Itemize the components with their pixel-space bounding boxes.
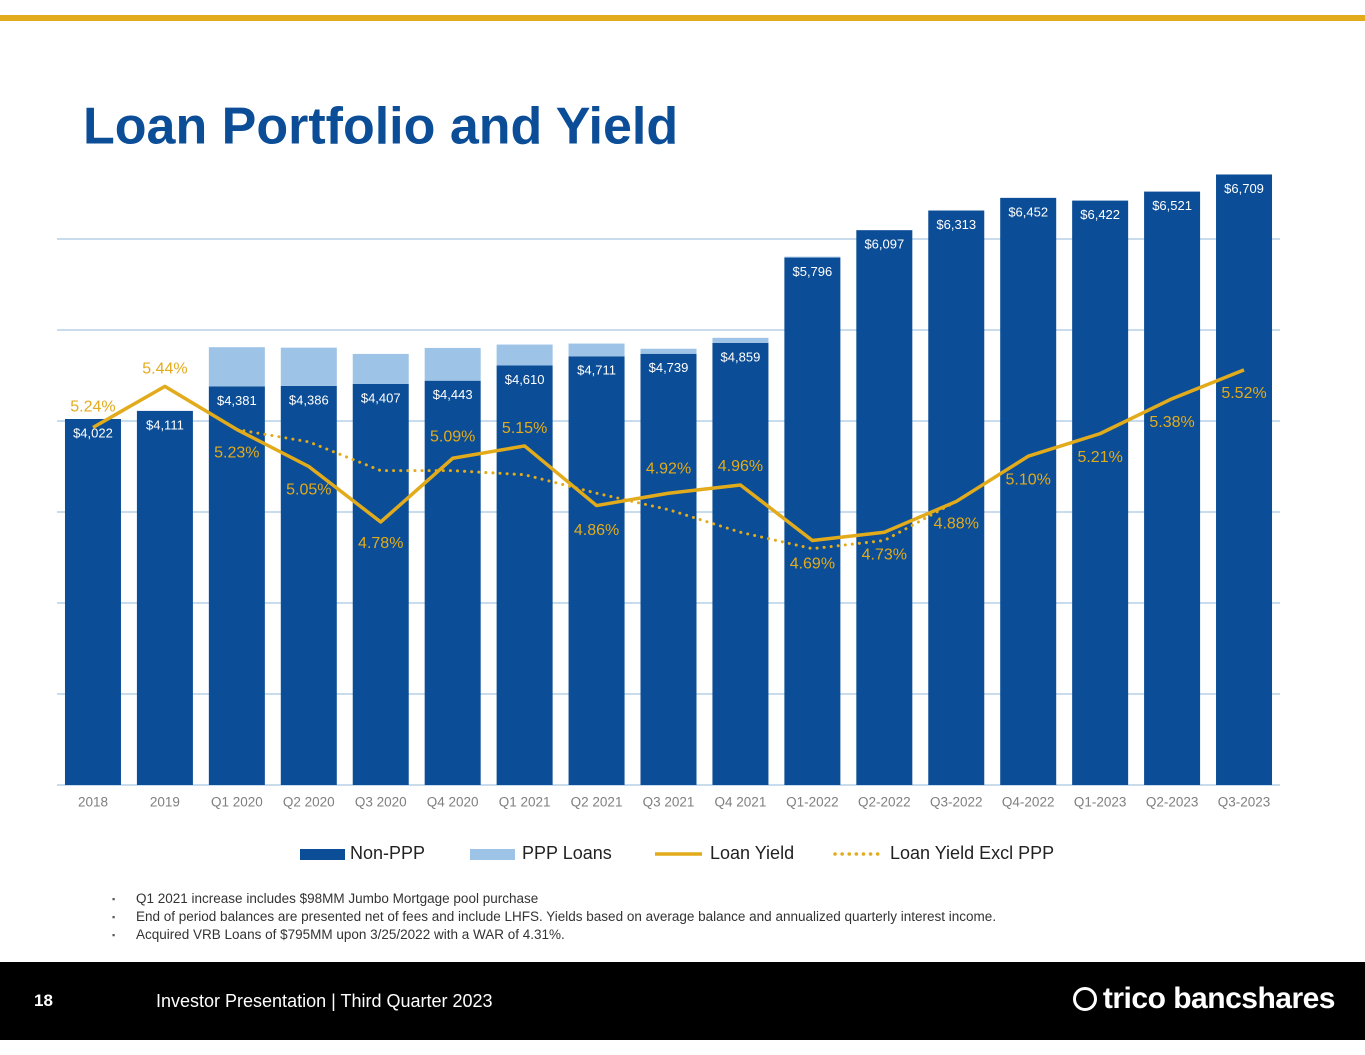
x-tick-label: Q1 2021 — [499, 795, 551, 810]
x-tick-label: Q1 2020 — [211, 795, 263, 810]
data-label: 4.69% — [790, 556, 835, 573]
data-label: $4,443 — [433, 387, 473, 402]
x-tick-label: Q4 2021 — [715, 795, 767, 810]
logo: trico bancshares — [1072, 982, 1336, 1016]
data-label: $4,381 — [217, 393, 257, 408]
data-label: $6,313 — [936, 217, 976, 232]
legend-label: Loan Yield — [710, 843, 794, 863]
footer-text: Investor Presentation | Third Quarter 20… — [156, 991, 493, 1011]
data-label: $4,386 — [289, 392, 329, 407]
data-label: 4.96% — [718, 458, 763, 475]
data-label: $4,022 — [73, 425, 113, 440]
bar — [136, 410, 193, 785]
notes: Q1 2021 increase includes $98MM Jumbo Mo… — [112, 890, 996, 944]
data-label: 4.86% — [574, 522, 619, 539]
bar — [784, 256, 841, 258]
bar — [712, 337, 769, 343]
page-number: 18 — [34, 991, 53, 1010]
x-tick-label: Q4 2020 — [427, 795, 479, 810]
x-tick-label: Q2-2023 — [1146, 795, 1199, 810]
x-tick-label: Q3-2023 — [1218, 795, 1271, 810]
bar — [352, 353, 409, 384]
data-label: 5.24% — [70, 399, 115, 416]
note: End of period balances are presented net… — [112, 908, 996, 926]
x-tick-label: 2018 — [78, 795, 108, 810]
bar — [1216, 174, 1273, 785]
x-tick-label: Q2 2020 — [283, 795, 335, 810]
bar — [496, 344, 553, 366]
data-label: $6,521 — [1152, 198, 1192, 213]
bar — [640, 348, 697, 354]
data-label: $5,796 — [792, 264, 832, 279]
legend-label: Non-PPP — [350, 843, 425, 863]
data-label: $4,859 — [721, 349, 761, 364]
x-tick-label: Q2 2021 — [571, 795, 623, 810]
bar — [496, 365, 553, 785]
x-tick-label: Q3 2021 — [643, 795, 695, 810]
chart: Loan Portfolio and Yield $4,022 2018 $4,11… — [0, 15, 1365, 863]
data-label: 4.73% — [862, 546, 907, 563]
x-tick-label: Q4-2022 — [1002, 795, 1055, 810]
data-label: 5.15% — [502, 420, 547, 437]
data-label: 5.05% — [286, 482, 331, 499]
data-label: $4,711 — [577, 363, 616, 378]
bar — [568, 356, 625, 785]
data-label: 4.78% — [358, 535, 403, 552]
data-label: 4.92% — [646, 460, 691, 477]
x-tick-label: Q3 2020 — [355, 795, 407, 810]
bar — [640, 353, 697, 785]
chart-title: Loan Portfolio and Yield — [83, 98, 678, 156]
data-label: 5.21% — [1077, 449, 1122, 466]
bar — [352, 383, 409, 785]
x-tick-label: Q3-2022 — [930, 795, 983, 810]
bar — [568, 343, 625, 357]
bar — [280, 385, 337, 785]
bar — [1000, 197, 1057, 786]
bar — [208, 386, 265, 785]
x-tick-label: 2019 — [150, 795, 180, 810]
legend-swatch — [470, 849, 515, 860]
top-rule — [0, 15, 1365, 21]
x-tick-label: Q1-2022 — [786, 795, 839, 810]
data-label: $6,422 — [1080, 207, 1120, 222]
line — [235, 428, 958, 551]
data-label: $4,610 — [505, 372, 545, 387]
note: Acquired VRB Loans of $795MM upon 3/25/2… — [112, 926, 996, 944]
data-label: 5.10% — [1006, 471, 1051, 488]
bar — [64, 418, 121, 785]
bar — [856, 230, 913, 786]
data-label: 4.88% — [934, 516, 979, 533]
data-label: 5.09% — [430, 428, 475, 445]
data-label: 5.38% — [1149, 414, 1194, 431]
data-label: 5.52% — [1221, 385, 1266, 402]
data-label: $6,097 — [864, 237, 904, 252]
bar — [1072, 200, 1129, 785]
bar — [712, 342, 769, 785]
legend-label: Loan Yield Excl PPP — [890, 843, 1054, 863]
data-label: $4,739 — [649, 360, 689, 375]
bar — [424, 347, 481, 381]
x-tick-label: Q1-2023 — [1074, 795, 1127, 810]
x-tick-label: Q2-2022 — [858, 795, 911, 810]
bar — [784, 257, 841, 786]
bar — [1144, 191, 1201, 786]
legend-swatch — [300, 849, 345, 860]
bar — [928, 210, 985, 786]
data-label: $6,709 — [1224, 181, 1264, 196]
logo-text: trico bancshares — [1102, 982, 1336, 1015]
line — [92, 368, 1245, 543]
data-label: 5.44% — [142, 361, 187, 378]
data-label: 5.23% — [214, 445, 259, 462]
legend-label: PPP Loans — [522, 843, 612, 863]
bar — [424, 380, 481, 785]
bar — [208, 347, 265, 387]
data-label: $4,111 — [146, 417, 184, 432]
data-label: $6,452 — [1008, 204, 1048, 219]
footer: 18 Investor Presentation | Third Quarter… — [0, 962, 1365, 1040]
note: Q1 2021 increase includes $98MM Jumbo Mo… — [112, 890, 996, 908]
bar — [280, 347, 337, 386]
data-label: $4,407 — [361, 390, 401, 405]
